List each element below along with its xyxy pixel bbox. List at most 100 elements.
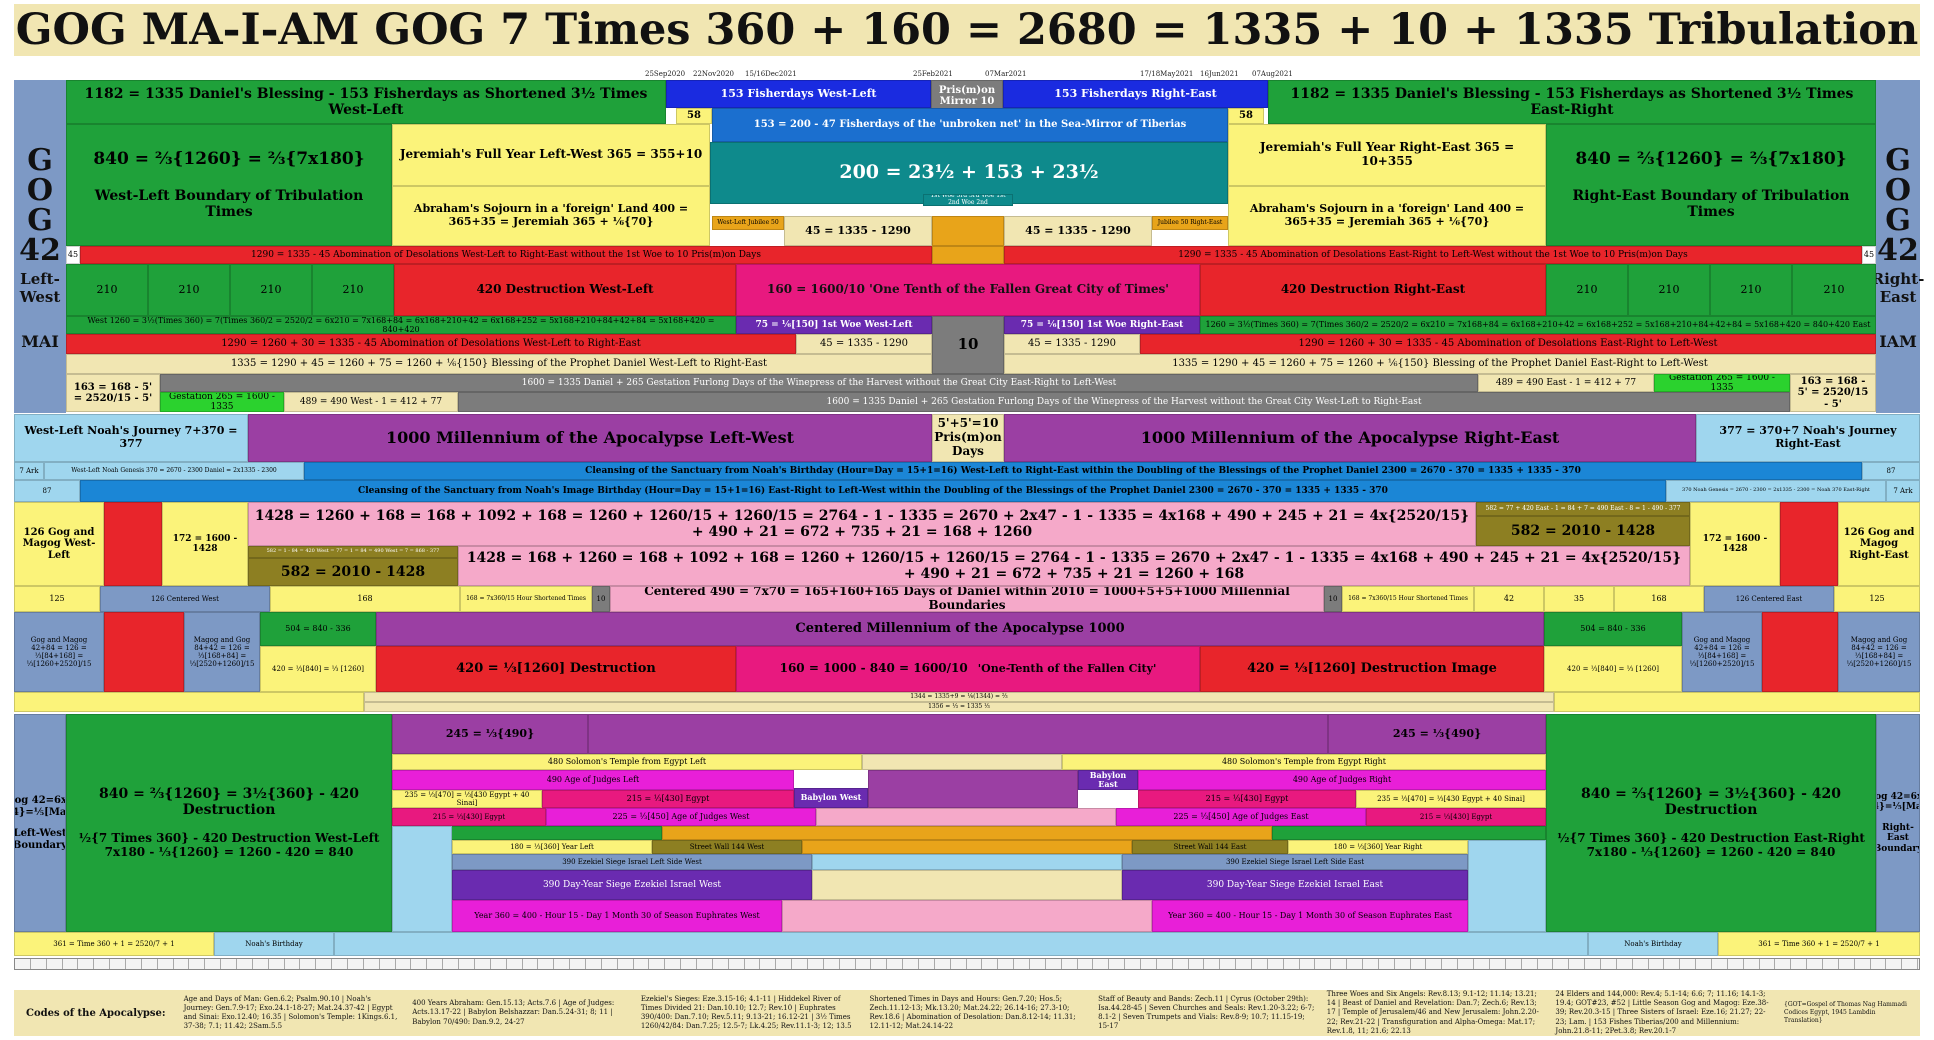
ark-east: 7 Ark	[1886, 480, 1920, 502]
ruler-tick	[602, 959, 618, 969]
ruler-tick	[1871, 959, 1887, 969]
footer-col: Shortened Times in Days and Hours: Gen.7…	[869, 994, 1076, 1031]
ruler-tick	[364, 959, 380, 969]
year-180-west: 180 = ⅓[360] Year Left	[452, 840, 652, 854]
ruler-tick	[1125, 959, 1142, 969]
destruction-840-west: 840 = ⅔{1260} = 3½{360} - 420 Destructio…	[66, 714, 392, 932]
ruler-tick	[507, 959, 523, 969]
footer-col: Staff of Beauty and Bands: Zech.11 | Cyr…	[1098, 994, 1315, 1031]
year-360-west: Year 360 = 400 - Hour 15 - Day 1 Month 3…	[452, 900, 782, 932]
temple-centre	[862, 754, 1062, 770]
d210-cell: 210	[1710, 264, 1792, 316]
gog-bottom-east: Gog 42=6x7 ⅕{84}=⅕[Magog] Right-East Bou…	[1876, 714, 1920, 932]
woe-cells-lower	[932, 246, 1004, 264]
ruler-tick	[840, 959, 856, 969]
ruler-tick	[1839, 959, 1855, 969]
green-strip-east	[1272, 826, 1546, 840]
destruction-west: 420 Destruction West-Left	[394, 264, 736, 316]
noah-birthday-west: Noah's Birthday	[214, 932, 334, 956]
shortened-east: 168 = 7x360/15 Hour Shortened Times	[1342, 586, 1474, 612]
ruler-tick	[63, 959, 79, 969]
ruler-tick	[411, 959, 428, 969]
blessing-1335-west: 1335 = 1290 + 45 = 1260 + 75 = 1260 + ⅙{…	[66, 354, 932, 374]
n42-east: 42	[1474, 586, 1544, 612]
ruler-tick	[1474, 959, 1490, 969]
temple-bars-west	[104, 502, 162, 586]
millennium-east: 1000 Millennium of the Apocalypse Right-…	[1004, 414, 1696, 462]
ruler-tick	[1363, 959, 1379, 969]
timeline-ruler	[14, 958, 1920, 970]
ruler-tick	[269, 959, 285, 969]
destruction-840-east: 840 = ⅔{1260} = 3½{360} - 420 Destructio…	[1546, 714, 1876, 932]
ruler-tick	[1030, 959, 1046, 969]
destruction-840-east-sub: ½{7 Times 360} - 420 Destruction East-Ri…	[1557, 831, 1865, 860]
gog-bottom-east-label: Gog 42=6x7 ⅕{84}=⅕[Magog]	[1876, 792, 1920, 813]
year-180-east: 180 = ⅓[360] Year Right	[1288, 840, 1468, 854]
c45-east-2: 45 = 1335 - 1290	[1004, 334, 1140, 354]
judges-west: 490 Age of Judges Left	[392, 770, 794, 790]
ruler-tick	[1696, 959, 1712, 969]
jerusalem-centre	[816, 808, 1116, 826]
fallen-city-block: 160 = 1000 - 840 = 1600/10 'One-Tenth of…	[736, 646, 1200, 692]
babylon-west: Babylon West	[794, 788, 868, 808]
east-1260-bar: 1260 = 3½(Times 360) = 7(Times 360/2 = 2…	[1200, 316, 1876, 334]
west-840-label: 840 = ⅔{1260} = ⅔{7x180}	[93, 149, 365, 170]
judges-225-east: 225 = ⅓[450] Age of Judges East	[1116, 808, 1366, 826]
covenant-east	[1468, 840, 1546, 932]
d210-cell: 210	[312, 264, 394, 316]
olive-note-east: 582 = 77 + 420 East - 1 = 84 + 7 = 490 E…	[1476, 502, 1690, 516]
ruler-tick	[729, 959, 745, 969]
ruler-tick	[903, 959, 919, 969]
fallen-city-160: 160 = 1600/10 'One Tenth of the Fallen G…	[736, 264, 1200, 316]
small-cells-east	[1554, 692, 1920, 712]
ruler-tick	[792, 959, 808, 969]
ruler-tick	[1585, 959, 1601, 969]
egypt-215-east: 215 = ⅓[430] Egypt	[1366, 808, 1546, 826]
box-163-east: 163 = 168 - 5' = 2520/15 - 5'	[1790, 374, 1876, 412]
gestation-265-west: Gestation 265 = 1600 - 1335	[160, 392, 284, 412]
footer-codes: Codes of the Apocalypse: Age and Days of…	[14, 990, 1920, 1036]
ruler-tick	[808, 959, 824, 969]
ruler-tick	[681, 959, 697, 969]
ruler-tick	[1109, 959, 1126, 969]
right-east-label: Right-East	[1871, 270, 1925, 306]
equation-1428-bottom: 1428 = 168 + 1260 = 168 + 1092 + 168 = 1…	[458, 546, 1690, 586]
fisherdays-west: 153 Fisherdays West-Left	[666, 80, 931, 108]
ruler-tick	[1807, 959, 1823, 969]
ruler-tick	[1649, 959, 1665, 969]
babylon-east: Babylon East	[1078, 770, 1138, 790]
date-label: 22Nov2020	[693, 70, 735, 78]
footer-col: {GOT=Gospel of Thomas Nag Hammadi Codice…	[1784, 1001, 1907, 1024]
woe-labels: 1st Woe 3rd 3rd Woe 1st 2nd Woe 2nd	[923, 194, 1013, 206]
destruction-840-west-label: 840 = ⅔{1260} = 3½{360} - 420 Destructio…	[99, 786, 359, 819]
ruler-tick	[1728, 959, 1744, 969]
s504-east: 504 = 840 - 336	[1544, 612, 1682, 646]
rivers-strip	[334, 932, 1588, 956]
east-840-label: 840 = ⅔{1260} = ⅔{7x180}	[1575, 149, 1847, 170]
ruler-tick	[1157, 959, 1173, 969]
magog-gog-east-detail: Magog and Gog 84+42 = 126 = ⅓[168+84] = …	[1838, 612, 1920, 692]
ruler-tick	[1078, 959, 1094, 969]
date-label: 17/18May2021	[1140, 70, 1194, 78]
footer-col: 400 Years Abraham: Gen.15.13; Acts.7.6 |…	[412, 999, 615, 1026]
ruler-tick	[1760, 959, 1776, 969]
ruler-tick	[586, 959, 602, 969]
n125-west: 125	[14, 586, 100, 612]
fisherdays-east: 153 Fisherdays Right-East	[1003, 80, 1268, 108]
ruler-tick	[1744, 959, 1760, 969]
siege-390-east: 390 Day-Year Siege Ezekiel Israel East	[1122, 870, 1468, 900]
ruler-tick	[94, 959, 111, 969]
ruler-tick	[776, 959, 793, 969]
sinai-east: 235 = ⅓[470] = ⅓[430 Egypt + 40 Sinai]	[1356, 790, 1546, 808]
noah-journey-west: West-Left Noah's Journey 7+370 = 377	[14, 414, 248, 462]
ruler-tick	[126, 959, 142, 969]
ruler-tick	[554, 959, 571, 969]
box-163-west: 163 = 168 - 5' = 2520/15 - 5'	[66, 374, 160, 412]
ruler-tick	[982, 959, 999, 969]
iam-label: IAM	[1879, 332, 1917, 351]
ruler-tick	[285, 959, 301, 969]
abomination-1290-west: 1290 = 1260 + 30 = 1335 - 45 Abomination…	[66, 334, 796, 354]
unbroken-net-bar: 153 = 200 - 47 Fisherdays of the 'unbrok…	[712, 108, 1228, 142]
date-label: 25Feb2021	[913, 70, 953, 78]
ruler-tick	[1886, 959, 1903, 969]
